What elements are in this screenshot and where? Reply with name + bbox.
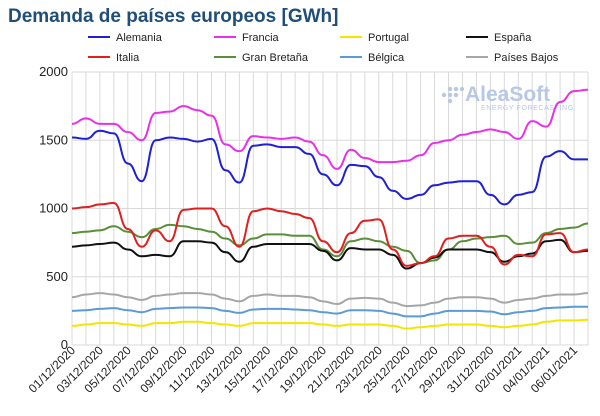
y-tick-label: 0	[61, 337, 68, 352]
y-tick-label: 1500	[39, 132, 68, 147]
x-axis-ticks: 01/12/202003/12/202005/12/202007/12/2020…	[26, 343, 581, 396]
series-line-portugal	[71, 318, 589, 330]
y-tick-label: 2000	[39, 64, 68, 79]
series-line-bélgica	[71, 305, 588, 318]
y-axis-ticks: 0 500 1000 1500 2000	[39, 64, 68, 352]
y-tick-label: 1000	[39, 201, 68, 216]
legend-label: España	[494, 32, 532, 44]
aleasoft-logo: AleaSoft ENERGY FORECASTING	[441, 83, 574, 112]
legend-label: Gran Bretaña	[242, 52, 309, 64]
series-line-francia	[71, 88, 589, 170]
series-line-países-bajos	[71, 292, 589, 308]
series-line-italia	[71, 202, 589, 267]
chart-title: Demanda de países europeos [GWh]	[8, 6, 338, 27]
grid	[71, 71, 589, 346]
logo-mark-icon	[441, 86, 465, 104]
legend-label: Francia	[242, 32, 280, 44]
legend-label: Portugal	[368, 32, 409, 44]
series-line-alemania	[71, 129, 588, 206]
logo-tagline: ENERGY FORECASTING	[481, 105, 574, 112]
series-line-españa	[71, 238, 589, 270]
logo-name: AleaSoft	[465, 83, 550, 106]
y-tick-label: 500	[46, 269, 68, 284]
legend-label: Alemania	[116, 32, 163, 44]
series-lines	[71, 88, 589, 330]
legend-label: Italia	[116, 52, 140, 64]
legend: Alemania Francia Portugal España Italia Gran …	[88, 32, 559, 64]
legend-label: Países Bajos	[494, 52, 559, 64]
series-line-gran-bretaña	[71, 222, 589, 265]
legend-label: Bélgica	[368, 52, 405, 64]
